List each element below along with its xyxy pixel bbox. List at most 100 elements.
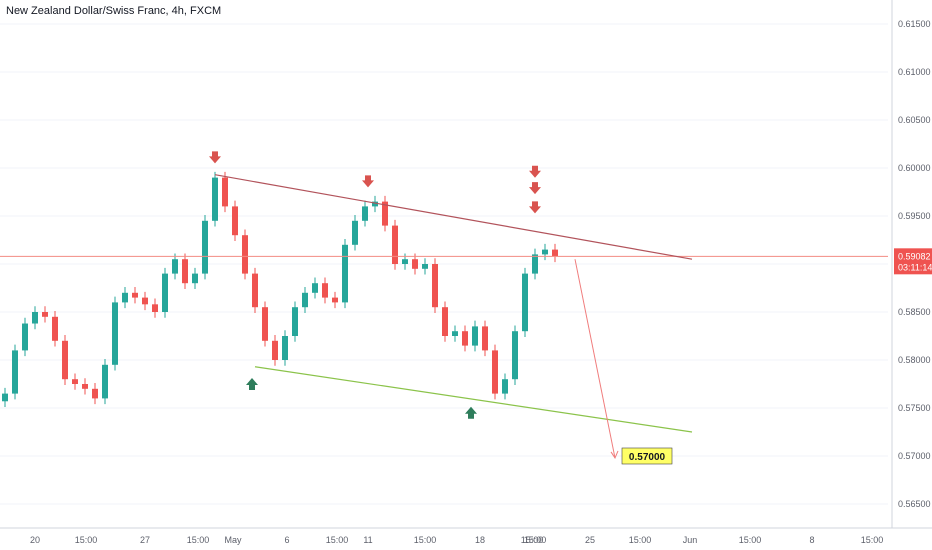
candle-body — [232, 206, 238, 236]
candle-body — [282, 336, 288, 360]
candle-body — [352, 220, 358, 245]
candle-body — [412, 259, 418, 269]
bar-countdown-label: 03:11:14 — [898, 262, 932, 272]
candle-body — [322, 283, 328, 298]
x-tick-label: 15:00 — [521, 535, 544, 545]
signal-arrows — [209, 151, 541, 419]
x-tick-label: 18 — [475, 535, 485, 545]
down-arrow-icon — [209, 151, 221, 164]
candle-body — [142, 297, 148, 305]
candle-body — [472, 326, 478, 346]
x-tick-label: 15:00 — [75, 535, 98, 545]
candle-body — [182, 259, 188, 284]
x-tick-label: 15:00 — [414, 535, 437, 545]
candle-body — [112, 302, 118, 365]
down-arrow-icon — [529, 201, 541, 214]
y-tick-label: 0.58500 — [898, 307, 931, 317]
candle-body — [132, 292, 138, 298]
target-label: 0.57000 — [621, 447, 673, 465]
x-tick-label: 15:00 — [861, 535, 884, 545]
y-tick-label: 0.60000 — [898, 163, 931, 173]
candle-body — [392, 225, 398, 264]
candle-body — [192, 273, 198, 284]
resistance-trendline[interactable] — [214, 174, 693, 260]
candle-body — [342, 244, 348, 303]
candle-body — [42, 312, 48, 317]
x-tick-label: Jun — [683, 535, 698, 545]
candle-body — [542, 249, 548, 255]
candle-body — [422, 264, 428, 269]
candle-body — [72, 379, 78, 384]
y-tick-label: 0.58000 — [898, 355, 931, 365]
candle-body — [12, 350, 18, 394]
candle-body — [102, 364, 108, 399]
x-tick-label: 15:00 — [524, 535, 547, 545]
y-tick-label: 0.59500 — [898, 211, 931, 221]
x-tick-label: 15:00 — [739, 535, 762, 545]
chart-title: New Zealand Dollar/Swiss Franc, 4h, FXCM — [6, 5, 222, 17]
candle-body — [82, 384, 88, 389]
candle-body — [532, 254, 538, 274]
candle-body — [32, 312, 38, 324]
candle-body — [272, 340, 278, 360]
x-tick-label: 8 — [809, 535, 814, 545]
x-tick-label: May — [224, 535, 242, 545]
projection-line — [574, 259, 616, 459]
candle-body — [252, 273, 258, 308]
target-price-text: 0.57000 — [629, 452, 666, 463]
candle-body — [52, 316, 58, 341]
y-tick-label: 0.60500 — [898, 115, 931, 125]
y-tick-label: 0.61000 — [898, 67, 931, 77]
candle-body — [222, 177, 228, 207]
up-arrow-icon — [246, 378, 258, 390]
candle-body — [552, 249, 558, 257]
candle-body — [92, 388, 98, 399]
x-tick-label: 27 — [140, 535, 150, 545]
candle-body — [362, 206, 368, 221]
down-arrow-icon — [529, 182, 541, 195]
up-arrow-icon — [465, 406, 477, 419]
down-arrow-icon — [529, 165, 541, 178]
x-tick-label: 15:00 — [629, 535, 652, 545]
candle-body — [312, 283, 318, 293]
y-tick-label: 0.56500 — [898, 499, 931, 509]
current-price-label: 0.59082 — [898, 251, 931, 261]
y-tick-label: 0.57000 — [898, 451, 931, 461]
candle-body — [122, 292, 128, 303]
x-tick-label: 15:00 — [326, 535, 349, 545]
candle-body — [152, 304, 158, 312]
candle-body — [432, 264, 438, 308]
current-price-tag: 0.59082 03:11:14 — [894, 248, 932, 275]
candle-body — [262, 307, 268, 341]
grid — [0, 23, 888, 505]
candle-body — [512, 331, 518, 380]
candle-body — [2, 393, 8, 402]
support-trendline[interactable] — [254, 366, 693, 433]
candle-body — [402, 259, 408, 264]
candle-body — [522, 273, 528, 332]
y-tick-label: 0.61500 — [898, 19, 931, 29]
candle-body — [302, 292, 308, 308]
projection-arrow[interactable] — [574, 259, 619, 459]
candle-body — [162, 273, 168, 312]
y-tick-label: 0.57500 — [898, 403, 931, 413]
candlestick-series — [2, 171, 558, 408]
candle-body — [22, 323, 28, 351]
candle-body — [462, 331, 468, 346]
candle-body — [202, 220, 208, 274]
projection-arrowhead — [610, 450, 619, 459]
candle-body — [292, 307, 298, 336]
price-tag-background — [894, 248, 932, 275]
candle-body — [212, 177, 218, 221]
x-tick-label: 20 — [30, 535, 40, 545]
x-tick-label: 6 — [284, 535, 289, 545]
candle-body — [382, 201, 388, 226]
x-tick-label: 15:00 — [187, 535, 210, 545]
candle-body — [172, 259, 178, 274]
candle-body — [482, 326, 488, 351]
time-axis[interactable]: 20 15:00 27 15:00 May 6 15:00 11 15:00 18 15:00 15:… — [30, 535, 883, 545]
candle-body — [452, 331, 458, 336]
target-label-background — [621, 447, 673, 465]
x-tick-label: 11 — [363, 535, 372, 545]
